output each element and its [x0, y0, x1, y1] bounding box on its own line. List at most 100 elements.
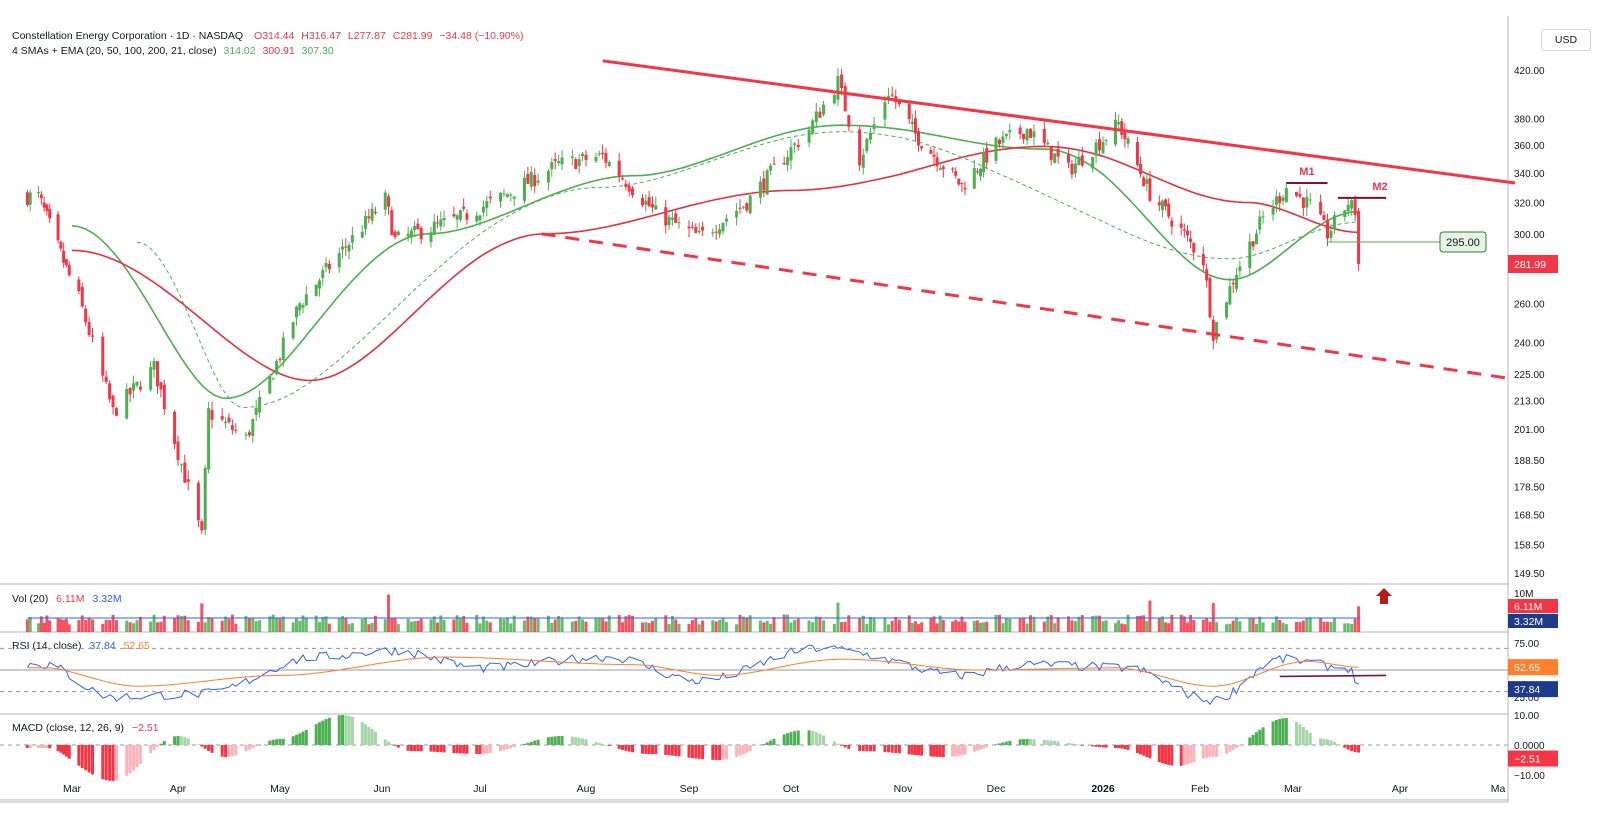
macd-bar: [935, 745, 939, 757]
candle-body: [1018, 127, 1022, 135]
candle: [87, 316, 91, 338]
candle-body: [897, 101, 901, 105]
ma-value-1: 300.91: [262, 45, 295, 57]
volume-bar: [258, 620, 262, 632]
candle-body: [91, 335, 95, 337]
volume-bar: [114, 620, 118, 632]
volume-bar: [108, 619, 112, 632]
candle: [478, 214, 482, 226]
macd-bar: [442, 745, 446, 753]
macd-bar: [196, 744, 200, 746]
macd-bar: [604, 745, 608, 746]
volume-bar: [604, 621, 608, 632]
volume-bar: [390, 618, 394, 632]
candle-body: [176, 441, 180, 460]
macd-bar: [1025, 739, 1029, 745]
candle-body: [101, 336, 105, 376]
ma-value-2: 307.30: [301, 45, 334, 57]
candle-body: [765, 170, 769, 195]
candle-body: [997, 139, 1001, 145]
macd-bar: [478, 745, 482, 754]
macd-bar: [416, 745, 420, 752]
candle-body: [244, 434, 248, 436]
candle: [840, 68, 844, 96]
macd-bar: [1008, 740, 1012, 745]
candle-body: [1032, 131, 1036, 138]
macd-bar: [481, 745, 485, 754]
volume-bar: [275, 618, 279, 632]
volume-bar: [674, 619, 678, 632]
macd-bar: [584, 739, 588, 745]
candle: [917, 127, 920, 152]
volume-bar: [1205, 618, 1209, 632]
volume-bar: [268, 616, 272, 632]
volume-bar: [101, 623, 105, 632]
candle-body: [373, 211, 377, 213]
macd-bar: [1298, 724, 1302, 745]
candle-body: [932, 154, 936, 157]
volume-bar: [183, 615, 187, 632]
volume-bar: [1208, 621, 1212, 632]
macd-bar: [341, 715, 345, 745]
macd-bar: [350, 716, 354, 745]
volume-bar: [364, 618, 368, 632]
candle-body: [1231, 282, 1235, 285]
macd-bar: [574, 737, 578, 745]
candle-body: [1053, 153, 1057, 164]
candle: [526, 166, 530, 184]
candle: [1258, 210, 1262, 235]
volume-bar: [601, 618, 605, 632]
macd-bar: [1142, 745, 1146, 756]
candle: [938, 164, 942, 171]
candle-body: [697, 230, 701, 232]
macd-bar: [364, 724, 368, 745]
macd-bar: [512, 745, 516, 748]
volume-bar: [627, 615, 631, 632]
macd-bar: [224, 745, 228, 757]
candle: [364, 210, 368, 236]
candle: [324, 257, 328, 273]
macd-bar: [360, 722, 364, 745]
macd-bar: [509, 745, 513, 749]
symbol-title: Constellation Energy Corporation · 1D · …: [12, 30, 244, 42]
candle: [104, 370, 108, 385]
candle: [594, 152, 598, 164]
price-tick-label: 300.00: [1514, 230, 1545, 241]
candle-body: [1179, 223, 1183, 228]
macd-bar: [553, 736, 557, 745]
candle-body: [1101, 141, 1105, 154]
macd-bar: [1231, 745, 1235, 750]
candle-body: [1294, 192, 1298, 196]
macd-bar: [406, 745, 410, 751]
candle-body: [1350, 200, 1354, 209]
volume-bar: [1114, 623, 1118, 632]
macd-bar: [413, 745, 417, 752]
candle: [975, 168, 979, 175]
candle: [1160, 199, 1164, 218]
ma-line-20: [71, 124, 1359, 400]
candle-body: [275, 360, 279, 374]
candle: [769, 163, 773, 176]
volume-bar: [370, 623, 374, 632]
candle: [512, 196, 516, 207]
candle-body: [865, 138, 869, 152]
macd-bar: [370, 729, 374, 745]
candle: [505, 193, 509, 198]
currency-button[interactable]: USD: [1541, 29, 1591, 51]
candle-body: [179, 464, 183, 466]
macd-bar: [1281, 718, 1285, 745]
volume-bar: [347, 624, 351, 632]
candle-body: [393, 231, 397, 238]
candle-body: [234, 429, 238, 431]
volume-value-tag: [1508, 599, 1558, 613]
volume-bar: [843, 621, 847, 632]
macd-bar: [907, 745, 911, 755]
candle: [1189, 230, 1193, 249]
volume-bar: [1046, 616, 1050, 632]
candle: [91, 327, 95, 343]
candle-body: [183, 462, 187, 483]
volume-bar: [1281, 622, 1285, 632]
candle-body: [667, 216, 671, 226]
volume-bar: [765, 620, 769, 632]
